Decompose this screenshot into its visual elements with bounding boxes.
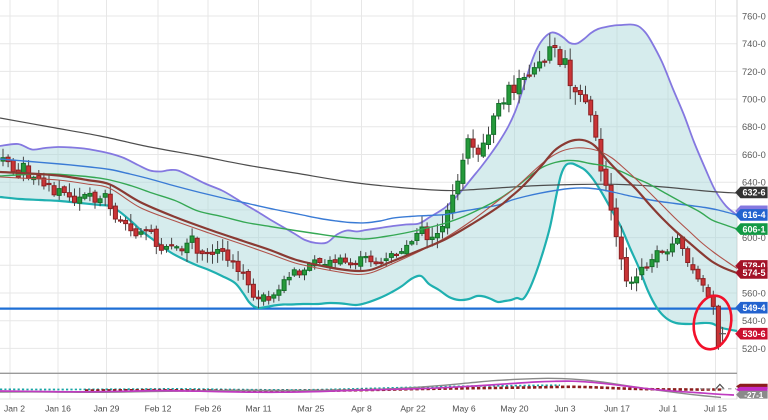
svg-text:Jun 17: Jun 17 (604, 404, 630, 414)
svg-text:700-0: 700-0 (742, 95, 766, 105)
svg-text:600-0: 600-0 (742, 233, 766, 243)
svg-text:Jul 15: Jul 15 (704, 404, 727, 414)
svg-text:Apr 8: Apr 8 (351, 404, 372, 414)
svg-text:Jan 29: Jan 29 (94, 404, 120, 414)
svg-text:760-0: 760-0 (742, 11, 766, 21)
svg-text:616-4: 616-4 (742, 210, 765, 220)
svg-text:-27-1: -27-1 (744, 391, 764, 400)
svg-text:549-4: 549-4 (742, 303, 765, 313)
svg-text:Jun 3: Jun 3 (554, 404, 575, 414)
svg-text:Feb 12: Feb 12 (145, 404, 172, 414)
svg-text:680-0: 680-0 (742, 122, 766, 132)
svg-text:May 20: May 20 (500, 404, 528, 414)
svg-text:740-0: 740-0 (742, 39, 766, 49)
svg-text:660-0: 660-0 (742, 150, 766, 160)
svg-text:632-6: 632-6 (742, 188, 765, 198)
svg-text:May 6: May 6 (452, 404, 476, 414)
svg-text:560-0: 560-0 (742, 288, 766, 298)
svg-text:606-1: 606-1 (742, 224, 765, 234)
svg-text:574-5: 574-5 (742, 268, 765, 278)
svg-text:640-0: 640-0 (742, 178, 766, 188)
svg-text:720-0: 720-0 (742, 67, 766, 77)
svg-text:578-0: 578-0 (742, 261, 765, 271)
svg-text:Mar 25: Mar 25 (298, 404, 325, 414)
svg-text:Jan 2: Jan 2 (4, 404, 25, 414)
svg-text:Feb 26: Feb 26 (195, 404, 222, 414)
svg-text:Apr 22: Apr 22 (400, 404, 426, 414)
svg-text:520-0: 520-0 (742, 344, 766, 354)
svg-text:Jan 16: Jan 16 (45, 404, 71, 414)
svg-text:Mar 11: Mar 11 (245, 404, 271, 414)
svg-text:530-6: 530-6 (742, 329, 765, 339)
svg-text:Jul 1: Jul 1 (659, 404, 677, 414)
svg-text:540-0: 540-0 (742, 316, 766, 326)
